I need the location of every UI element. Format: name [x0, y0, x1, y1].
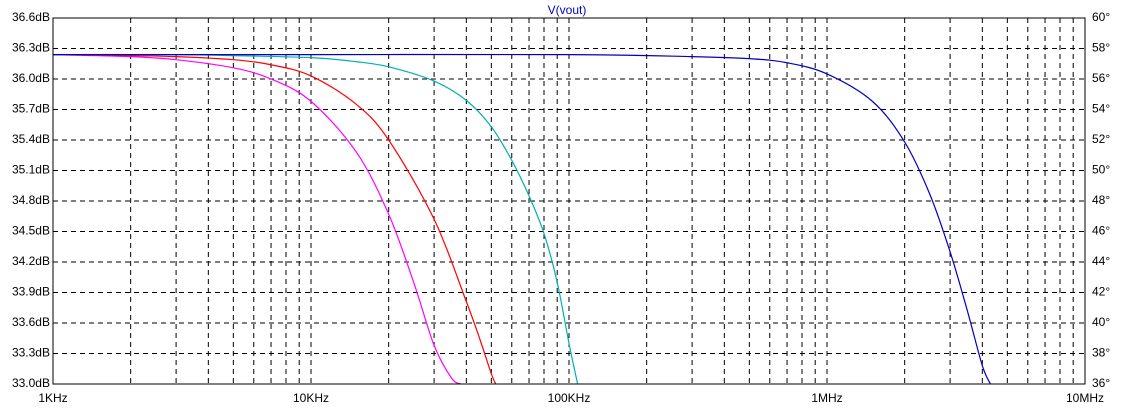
- y-tick-label: 35.7dB: [12, 102, 50, 116]
- y-tick-label: 36.6dB: [12, 10, 50, 24]
- y2-tick-label: 44°: [1092, 254, 1110, 268]
- y-tick-label: 34.2dB: [12, 254, 50, 268]
- y2-tick-label: 46°: [1092, 224, 1110, 238]
- x-tick-label: 10KHz: [293, 391, 329, 405]
- y2-tick-label: 52°: [1092, 132, 1110, 146]
- x-tick-label: 1MHz: [811, 391, 842, 405]
- series-line-4[interactable]: [53, 53, 991, 385]
- y-axis-left: 33.0dB 33.3dB 33.6dB 33.9dB 34.2dB 34.5dB 34.8…: [12, 10, 50, 390]
- y-tick-label: 33.9dB: [12, 285, 50, 299]
- y-tick-label: 34.8dB: [12, 193, 50, 207]
- plot-frame: [52, 17, 1086, 385]
- y2-tick-label: 56°: [1092, 71, 1110, 85]
- x-tick-label: 1KHz: [38, 391, 67, 405]
- y2-tick-label: 40°: [1092, 315, 1110, 329]
- x-axis: 1KHz 10KHz 100KHz 1MHz 10MHz: [38, 391, 1104, 405]
- series-line-2[interactable]: [52, 54, 497, 385]
- y2-tick-label: 48°: [1092, 193, 1110, 207]
- series-line-1[interactable]: [52, 54, 461, 385]
- y2-tick-label: 58°: [1092, 41, 1110, 55]
- y2-tick-label: 42°: [1092, 285, 1110, 299]
- y-tick-label: 33.0dB: [12, 376, 50, 390]
- series-line-3[interactable]: [52, 53, 579, 385]
- x-tick-label: 10MHz: [1066, 391, 1104, 405]
- y-tick-label: 35.1dB: [12, 163, 50, 177]
- y2-tick-label: 38°: [1092, 346, 1110, 360]
- y2-tick-label: 36°: [1092, 376, 1110, 390]
- traces: [52, 53, 991, 385]
- plot-title[interactable]: V(vout): [548, 3, 587, 17]
- y-tick-label: 36.0dB: [12, 71, 50, 85]
- y-tick-label: 36.3dB: [12, 41, 50, 55]
- y-tick-label: 34.5dB: [12, 224, 50, 238]
- y2-tick-label: 50°: [1092, 163, 1110, 177]
- y-tick-label: 33.3dB: [12, 346, 50, 360]
- y-axis-right: 36° 38° 40° 42° 44° 46° 48° 50° 52° 54° 56° 58° 60°: [1092, 10, 1110, 390]
- y2-tick-label: 54°: [1092, 102, 1110, 116]
- y-tick-label: 35.4dB: [12, 132, 50, 146]
- y2-tick-label: 60°: [1092, 10, 1110, 24]
- x-tick-label: 100KHz: [548, 391, 591, 405]
- y-tick-label: 33.6dB: [12, 315, 50, 329]
- grid-lines: [53, 18, 1085, 384]
